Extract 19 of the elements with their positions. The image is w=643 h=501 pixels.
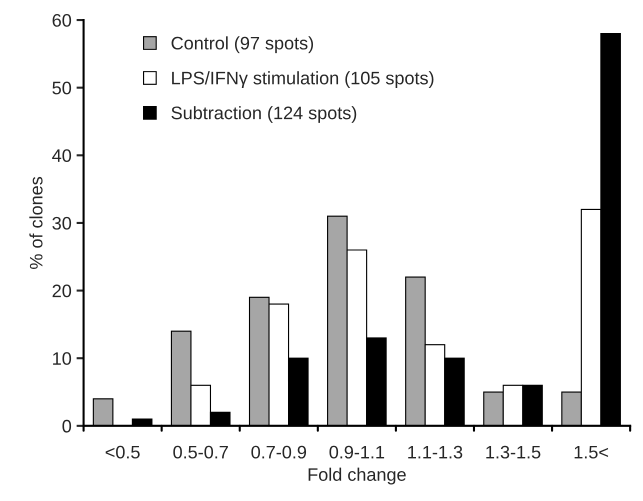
y-tick-label: 10 [53,352,72,365]
y-tick-label: 40 [52,149,72,162]
legend-label: Control (97 spots) [172,36,314,54]
y-tick-label: 50 [52,82,72,94]
x-tick-label: 0.5-0.7 [173,446,228,459]
x-tick-label: <0.5 [106,446,140,459]
x-tick-label: 0.7-0.9 [251,446,306,459]
x-tick-label: 0.9-1.1 [329,446,384,459]
x-axis-title: Fold change [308,468,406,485]
y-tick-label: 20 [52,284,72,298]
legend-label: Subtraction (124 spots) [171,106,356,123]
y-axis-title: % of clones [29,176,43,269]
x-tick-label: 1.5< [574,446,608,459]
x-tick-label: 1.1-1.3 [408,446,462,459]
legend-label: LPS/IFNγ stimulation (105 spots) [172,71,434,88]
y-tick-label: 0 [62,420,72,433]
y-tick-label: 30 [52,216,72,230]
y-tick-label: 60 [52,14,72,27]
x-tick-label: 1.3-1.5 [486,446,540,459]
